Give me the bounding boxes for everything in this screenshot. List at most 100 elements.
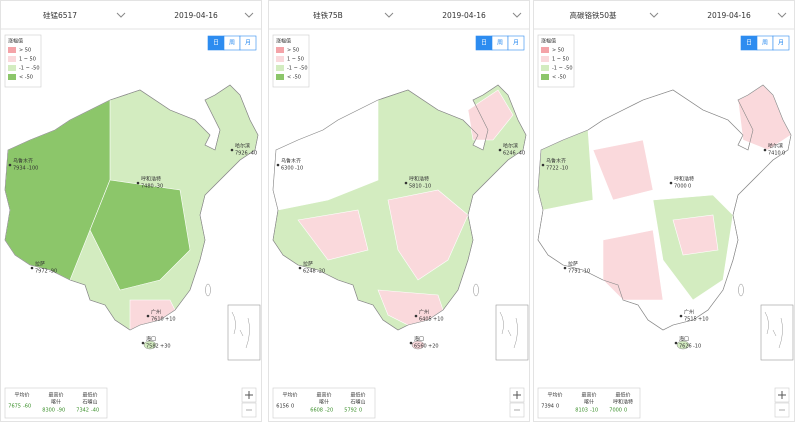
city-change: +20 [428, 344, 439, 350]
legend-swatch [276, 74, 284, 80]
city-price: 7626 [679, 344, 692, 350]
province-region [467, 89, 514, 141]
stat-label: 最高价 [316, 392, 331, 399]
stat-change: -90 [57, 408, 65, 414]
period-label: 月 [778, 40, 784, 47]
city-price: 6300 [281, 166, 294, 172]
city-dot [136, 181, 140, 185]
city-dot [541, 163, 545, 167]
stat-label: 平均价 [14, 392, 29, 399]
city-price: 5810 [409, 184, 422, 190]
date-select[interactable] [134, 4, 258, 26]
legend-label: < -50 [19, 75, 33, 81]
city-price: 7972 [35, 269, 48, 275]
legend-swatch [8, 65, 16, 71]
product-select[interactable] [4, 4, 130, 26]
product-name: 硅铁75B [313, 10, 343, 20]
city-change: -10 [693, 344, 701, 350]
stat-city: 喀什 [319, 399, 329, 406]
city-dot [30, 266, 34, 270]
hainan [676, 340, 690, 350]
legend-label: > 50 [19, 48, 31, 54]
product-select[interactable] [537, 4, 663, 26]
city-change: +10 [165, 317, 176, 323]
city-dot [404, 181, 408, 185]
city-change: +10 [433, 317, 444, 323]
province-region [89, 179, 191, 291]
taiwan [205, 283, 211, 297]
legend-label: > 50 [287, 48, 299, 54]
city-dot [674, 341, 678, 345]
city-change: -100 [27, 166, 38, 172]
china-outline-edge [537, 84, 792, 331]
stat-change: 0 [624, 408, 627, 414]
date-select[interactable] [402, 4, 526, 26]
city-dot [414, 314, 418, 318]
stat-change: -10 [590, 408, 598, 414]
stat-city: 石嘴山 [350, 399, 365, 406]
date: 2019-04-16 [442, 11, 486, 20]
city-price: 7410 [768, 151, 781, 157]
stat-change: -20 [325, 408, 333, 414]
stat-price: 7000 [609, 408, 622, 414]
period-button[interactable] [239, 35, 257, 51]
city-change: -20 [317, 269, 325, 275]
city-dot [298, 266, 302, 270]
stat-label: 最低价 [82, 392, 97, 399]
taiwan [738, 283, 744, 297]
legend-swatch [8, 47, 16, 53]
city-name: 呼和浩特 [409, 176, 429, 183]
city-name: 广州 [151, 309, 161, 316]
stat-city: 石嘴山 [82, 399, 97, 406]
period-label: 月 [513, 40, 519, 47]
stat-label: 最高价 [48, 392, 63, 399]
period-button[interactable] [507, 35, 525, 51]
stat-price: 8103 [575, 408, 588, 414]
city-dot [8, 163, 12, 167]
legend-swatch [8, 56, 16, 62]
stat-change: -40 [91, 408, 99, 414]
stat-label: 平均价 [282, 392, 297, 399]
date: 2019-04-16 [174, 11, 218, 20]
city-name: 呼和浩特 [674, 176, 694, 183]
period-label: 周 [497, 40, 503, 47]
legend-label: -1 ~ -50 [552, 66, 573, 72]
city-name: 拉萨 [303, 261, 313, 268]
legend-swatch [541, 47, 549, 53]
inset-coast [499, 311, 518, 349]
city-name: 拉萨 [568, 261, 578, 268]
product-select[interactable] [272, 4, 398, 26]
chevron [777, 12, 787, 18]
legend-swatch [276, 65, 284, 71]
period-button[interactable] [772, 35, 790, 51]
city-name: 海口 [146, 336, 156, 343]
china-outline-edge [272, 84, 527, 331]
chevron [512, 12, 522, 18]
legend-label: -1 ~ -50 [287, 66, 308, 72]
stat-price: 5792 [344, 408, 357, 414]
province-region [672, 214, 719, 256]
stat-price: 7394 [541, 404, 554, 410]
product-name: 高碳铬铁50基 [569, 10, 617, 20]
taiwan [473, 283, 479, 297]
chevron [649, 12, 659, 18]
legend-label: 1 ~ 50 [287, 57, 304, 63]
province-region [297, 209, 369, 261]
city-dot [669, 181, 673, 185]
legend-title: 涨幅值 [541, 38, 556, 45]
city-dot [146, 314, 150, 318]
stat-change: 0 [359, 408, 362, 414]
city-change: -10 [560, 166, 568, 172]
city-change: -40 [517, 151, 525, 157]
stat-price: 8300 [42, 408, 55, 414]
city-price: 7582 [146, 344, 159, 350]
product-name: 硅锰6517 [43, 10, 77, 20]
city-name: 乌鲁木齐 [281, 158, 301, 165]
stat-label: 平均价 [547, 392, 562, 399]
date-select[interactable] [667, 4, 791, 26]
city-change: -40 [249, 151, 257, 157]
stats-box [4, 387, 108, 419]
period-label: 周 [229, 40, 235, 47]
